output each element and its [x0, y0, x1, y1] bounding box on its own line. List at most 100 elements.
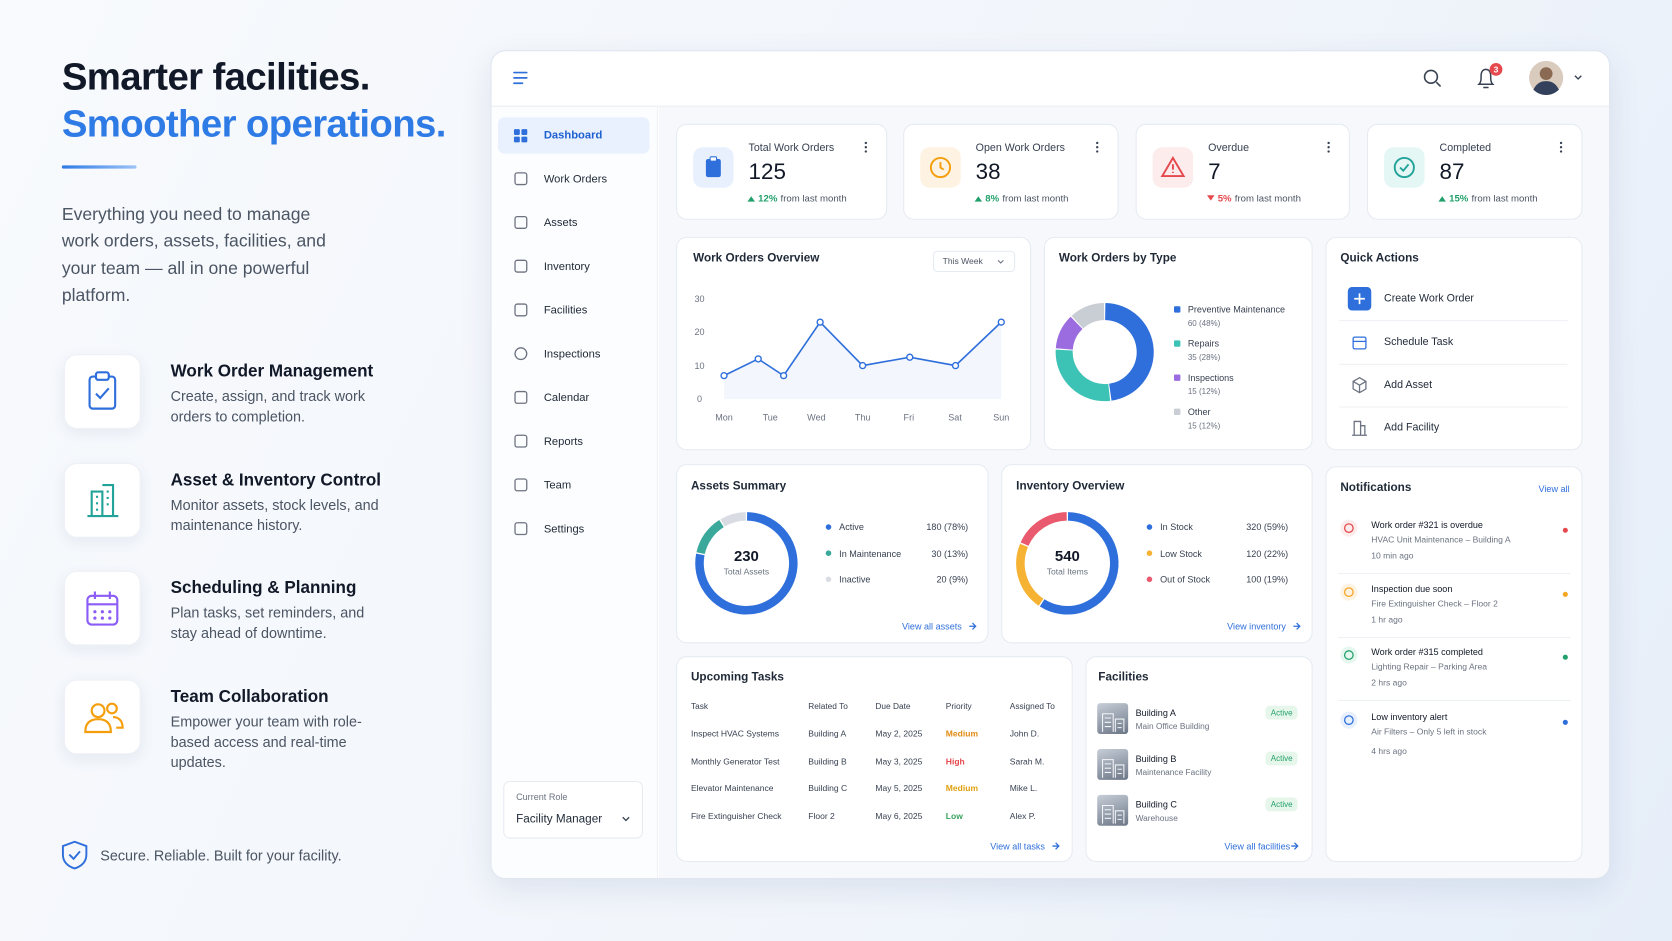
title-underline	[61, 165, 137, 169]
nav-item[interactable]: Inspections	[543, 347, 601, 361]
stat-icon	[939, 162, 945, 171]
nav-item[interactable]: Work Orders	[543, 172, 608, 186]
table-cell: Medium	[945, 729, 979, 739]
card-menu	[864, 150, 868, 153]
nav-icon	[514, 347, 528, 361]
donut-segment	[1055, 316, 1083, 351]
stat-icon	[1160, 156, 1186, 177]
action-icon	[1352, 336, 1367, 350]
x-tick-label: Thu	[854, 411, 871, 423]
facility-image	[1102, 759, 1125, 778]
notification-title: Work order #321 is overdue	[1371, 519, 1483, 531]
feature-title: Team Collaboration	[170, 688, 329, 707]
legend-dot	[1146, 576, 1153, 583]
legend-value: 20 (9%)	[936, 573, 969, 585]
divider	[1338, 572, 1571, 574]
nav-icon	[521, 136, 528, 143]
notification-badge	[1489, 62, 1503, 76]
unread-dot	[1562, 719, 1568, 725]
clipboard-icon	[88, 375, 117, 410]
notification-time: 4 hrs ago	[1371, 746, 1407, 756]
feature-title: Scheduling & Planning	[170, 579, 357, 598]
quick-action[interactable]: Create Work Order	[1384, 292, 1474, 305]
card-link[interactable]: View all facilities	[1224, 840, 1291, 852]
legend-label: In Stock	[1160, 521, 1193, 533]
card-menu	[1559, 150, 1563, 153]
trend-arrow	[1438, 196, 1446, 202]
quick-action[interactable]: Schedule Task	[1384, 336, 1454, 349]
avatar	[1539, 67, 1553, 81]
nav-item[interactable]: Dashboard	[543, 129, 603, 142]
divider	[1339, 363, 1568, 365]
feature-text: Monitor assets, stock levels, and mainte…	[170, 496, 379, 534]
quick-action[interactable]: Add Facility	[1384, 421, 1440, 434]
feature-icon-box	[63, 571, 141, 646]
chart-title: Work Orders by Type	[1058, 251, 1177, 265]
chart-card	[676, 464, 989, 644]
facility-name: Building B	[1135, 753, 1177, 764]
legend-label: Other	[1187, 406, 1211, 418]
donut-total-label: Total Assets	[723, 567, 770, 577]
nav-item[interactable]: Calendar	[543, 391, 590, 405]
stat-icon	[709, 156, 718, 162]
feature-title: Asset & Inventory Control	[170, 471, 382, 490]
calendar-icon	[100, 610, 104, 614]
stat-change: 5% from last month	[1218, 193, 1301, 204]
stat-value: 38	[975, 160, 1001, 185]
card-menu	[1096, 146, 1099, 149]
table-cell: May 2, 2025	[875, 729, 923, 739]
nav-item[interactable]: Inventory	[543, 260, 590, 274]
chart-card	[676, 236, 1032, 451]
notification-time: 1 hr ago	[1371, 615, 1403, 625]
chart-title: Inventory Overview	[1016, 480, 1125, 493]
legend-value: 60 (48%)	[1187, 318, 1221, 329]
stat-icon	[1399, 163, 1410, 173]
notification-icon	[1343, 587, 1354, 598]
card-link[interactable]: View inventory	[1227, 620, 1286, 632]
line-point	[754, 355, 762, 363]
donut-segment	[696, 519, 724, 555]
card-title: Notifications	[1340, 481, 1412, 494]
facility-image	[1102, 713, 1125, 732]
nav-icon	[514, 478, 528, 492]
line-point	[951, 361, 960, 370]
legend-dot	[825, 576, 832, 583]
notification-icon	[1343, 715, 1354, 726]
legend-label: Low Stock	[1160, 547, 1202, 559]
nav-item[interactable]: Reports	[543, 435, 584, 449]
status-badge: Active	[1265, 751, 1298, 766]
donut-segment	[1016, 543, 1044, 606]
period-dropdown[interactable]	[933, 250, 1016, 273]
notification-icon	[1343, 523, 1354, 534]
search-icon	[1435, 81, 1442, 87]
table-cell: Building A	[808, 729, 847, 739]
notification-detail: Air Filters – Only 5 left in stock	[1371, 727, 1487, 737]
card-menu	[1096, 141, 1099, 145]
card-link[interactable]: View all tasks	[990, 840, 1045, 852]
status-badge: Active	[1265, 705, 1298, 720]
stat-value: 87	[1439, 160, 1465, 185]
donut-total-label: Total Items	[1046, 567, 1088, 577]
nav-item[interactable]: Team	[543, 479, 572, 492]
line-point	[720, 371, 728, 380]
nav-item[interactable]: Settings	[543, 522, 585, 536]
team-icon	[84, 715, 124, 734]
stat-change-text: from last month	[1002, 193, 1069, 204]
card-link[interactable]: View all	[1538, 483, 1570, 494]
nav-item[interactable]: Assets	[543, 216, 578, 230]
legend-label: Inspections	[1187, 372, 1234, 384]
stat-icon	[929, 156, 952, 179]
card-menu	[864, 146, 868, 149]
unread-dot	[1562, 527, 1568, 533]
table-cell: Floor 2	[808, 811, 835, 821]
nav-item[interactable]: Facilities	[543, 304, 588, 317]
quick-action[interactable]: Add Asset	[1384, 379, 1433, 392]
table-cell: Elevator Maintenance	[690, 783, 774, 794]
nav-icon	[521, 129, 528, 135]
stat-change-value: 8%	[985, 193, 1000, 204]
role-selector[interactable]	[503, 780, 643, 839]
card-link[interactable]: View all assets	[902, 620, 962, 632]
notification-icon	[1343, 650, 1354, 660]
